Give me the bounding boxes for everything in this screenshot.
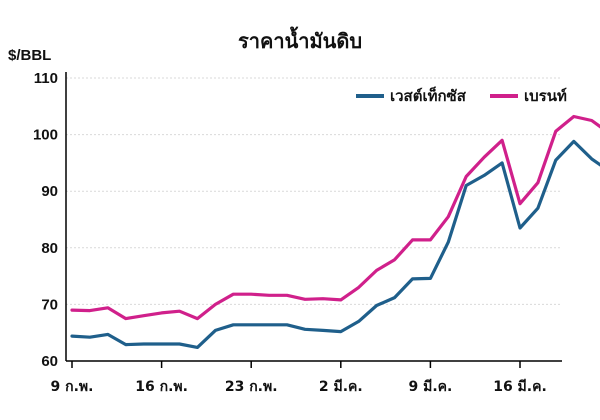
gridlines <box>66 77 562 305</box>
y-tick-label-90: 90 <box>41 183 58 200</box>
axes: 60 70 80 90 100 110 9 ก.พ. 16 ก.พ. 23 ก.พ. 2 มี.ค… <box>33 70 562 395</box>
x-tick-label-3: 2 มี.ค. <box>319 379 363 395</box>
legend: เวสต์เท็กซัส เบรนท์ <box>356 86 567 105</box>
y-axis-unit-label: $/BBL <box>8 47 51 64</box>
legend-label-wti: เวสต์เท็กซัส <box>390 86 467 105</box>
series-line-wti <box>70 139 600 349</box>
x-tick-label-2: 23 ก.พ. <box>225 379 278 395</box>
chart-title: ราคาน้ำมันดิบ <box>238 26 362 53</box>
series-line-brent <box>70 114 600 321</box>
x-tick-label-0: 9 ก.พ. <box>51 379 94 395</box>
y-tick-label-70: 70 <box>41 296 58 313</box>
legend-label-brent: เบรนท์ <box>524 87 567 105</box>
y-tick-label-80: 80 <box>41 240 58 257</box>
x-tick-label-5: 16 มี.ค. <box>493 379 547 395</box>
series-lines <box>70 114 600 349</box>
y-tick-label-60: 60 <box>41 353 58 370</box>
x-tick-label-1: 16 ก.พ. <box>135 379 188 395</box>
y-tick-label-100: 100 <box>33 127 58 144</box>
x-tick-label-4: 9 มี.ค. <box>408 379 452 395</box>
y-tick-label-110: 110 <box>34 70 58 87</box>
